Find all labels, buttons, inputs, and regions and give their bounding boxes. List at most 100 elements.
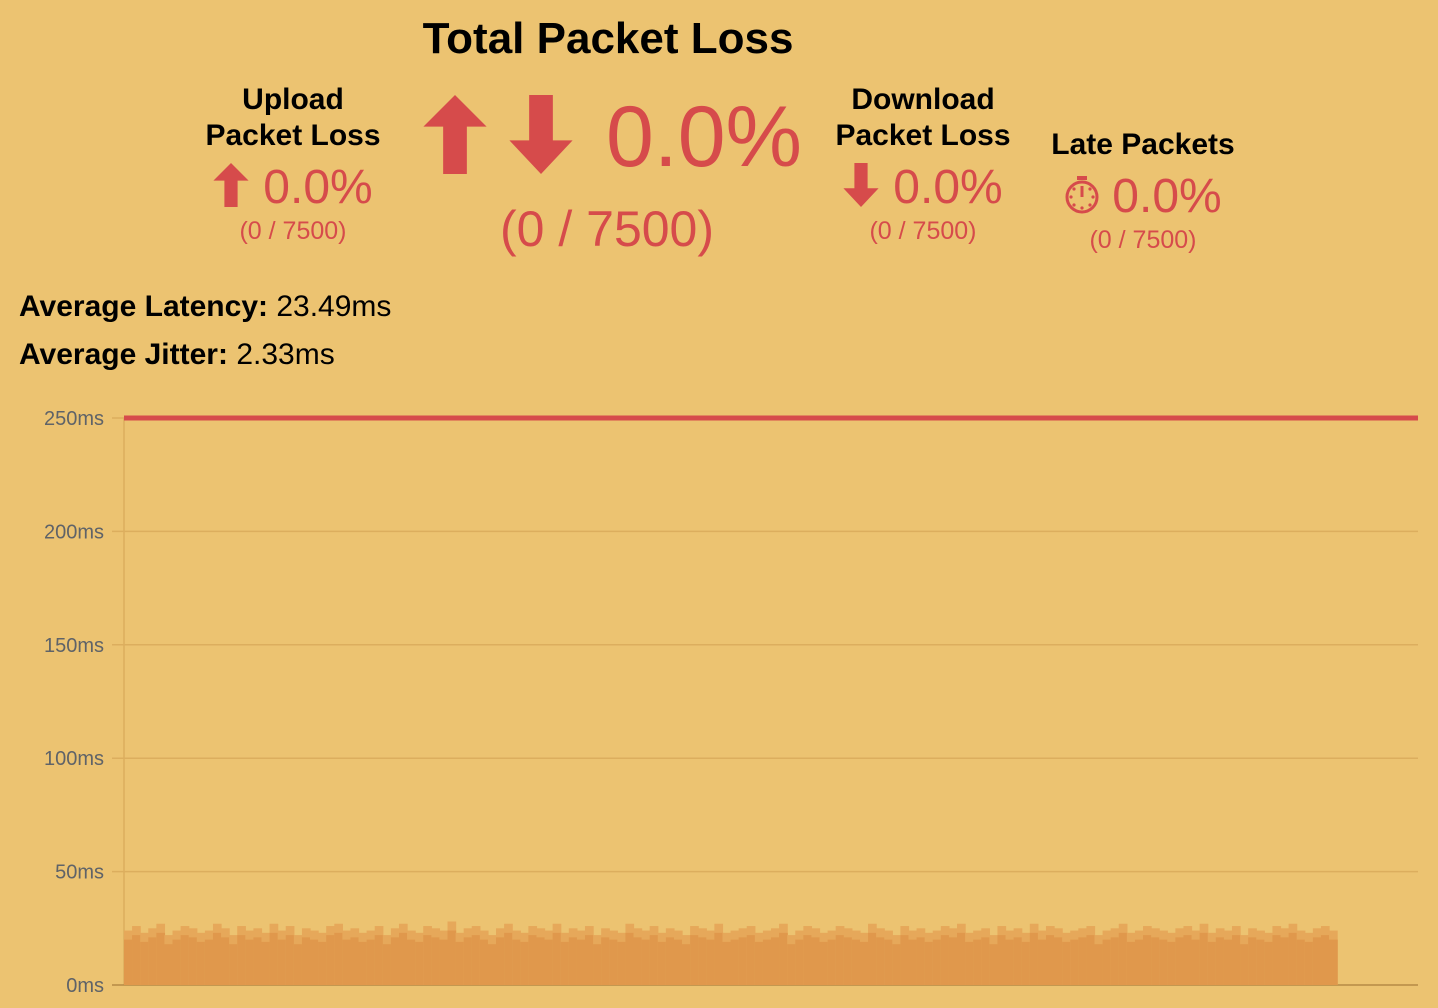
latency-sample — [568, 937, 578, 985]
latency-sample — [940, 935, 950, 985]
latency-sample — [819, 941, 829, 985]
latency-sample — [973, 939, 982, 985]
latency-sample — [835, 935, 845, 985]
latency-sample — [1045, 935, 1055, 985]
latency-sample — [496, 937, 505, 985]
latency-sample — [1199, 932, 1209, 985]
latency-sample — [552, 932, 562, 985]
download-label-2: Packet Loss — [835, 119, 1011, 152]
latency-sample — [1272, 935, 1282, 985]
upload-percent: 0.0% — [263, 161, 373, 214]
jitter-label: Average Jitter: — [19, 338, 228, 371]
latency-sample — [164, 944, 174, 985]
latency-sample — [277, 939, 287, 985]
latency-sample — [1013, 937, 1023, 985]
latency-sample — [771, 937, 780, 985]
latency-sample — [172, 939, 182, 985]
latency-sample — [407, 939, 416, 985]
latency-sample — [237, 935, 246, 985]
latency-sample — [463, 937, 473, 985]
latency-sample — [156, 932, 166, 985]
latency-sample — [601, 937, 610, 985]
latency-sample — [1070, 939, 1079, 985]
latency-sample — [245, 939, 254, 985]
latency-sample — [504, 932, 513, 985]
latency-sample — [374, 935, 384, 985]
latency-sample — [334, 932, 343, 985]
latency-sample — [997, 935, 1007, 985]
latency-sample — [957, 932, 966, 985]
latency-sample — [439, 939, 449, 985]
latency-sample — [1191, 939, 1201, 985]
latency-sample — [382, 944, 392, 985]
latency-sample — [1329, 939, 1338, 985]
latency-sample — [1134, 939, 1144, 985]
latency-sample — [1159, 939, 1168, 985]
latency-sample — [326, 935, 335, 985]
latency-sample — [916, 937, 926, 985]
latency-sample — [1207, 941, 1217, 985]
latency-sample — [1126, 941, 1136, 985]
latency-sample — [762, 939, 772, 985]
latency-sample — [1054, 937, 1063, 985]
latency-sample — [342, 939, 352, 985]
latency-sample — [528, 935, 538, 985]
latency-sample — [981, 937, 990, 985]
latency-sample — [536, 937, 546, 985]
latency-sample — [487, 944, 497, 985]
latency-sample — [746, 935, 756, 985]
latency-sample — [738, 937, 748, 985]
latency-sample — [633, 937, 643, 985]
arrow-down-icon — [509, 95, 574, 174]
latency-sample — [188, 937, 198, 985]
latency-sample — [1175, 937, 1185, 985]
latency-sample — [1312, 937, 1322, 985]
latency-sample — [196, 941, 206, 985]
download-percent: 0.0% — [893, 161, 1003, 214]
latency-sample — [140, 941, 149, 985]
total-count: (0 / 7500) — [500, 201, 715, 257]
latency-sample — [132, 935, 141, 985]
latency-sample — [698, 937, 707, 985]
latency-sample — [1151, 937, 1160, 985]
latency-sample — [932, 939, 942, 985]
latency-sample — [754, 941, 764, 985]
latency-sample — [908, 939, 918, 985]
latency-sample — [253, 937, 263, 985]
arrow-up-icon — [423, 95, 487, 174]
y-tick-label: 150ms — [44, 635, 104, 657]
latency-sample — [665, 937, 675, 985]
latency-sample — [714, 932, 724, 985]
latency-sample — [1280, 937, 1290, 985]
latency-sample — [787, 944, 796, 985]
latency-sample — [827, 939, 837, 985]
latency-sample — [617, 941, 627, 985]
latency-sample — [1264, 941, 1274, 985]
latency-sample — [318, 941, 327, 985]
download-label-1: Download — [851, 83, 995, 116]
latency-sample — [868, 932, 877, 985]
latency-sample — [989, 944, 999, 985]
latency-sample — [1320, 935, 1330, 985]
latency-sample — [884, 939, 893, 985]
y-tick-label: 50ms — [55, 862, 104, 884]
latency-sample — [366, 939, 376, 985]
latency-sample — [293, 944, 303, 985]
latency-sample — [924, 941, 934, 985]
late-count: (0 / 7500) — [1089, 226, 1197, 254]
late-packets: Late Packets 0.0% (0 / 7500) — [1033, 127, 1253, 255]
upload-label-1: Upload — [242, 83, 344, 116]
latency-sample — [148, 937, 157, 985]
latency-sample — [673, 939, 683, 985]
latency-sample — [876, 937, 885, 985]
latency-sample — [204, 939, 214, 985]
upload-label-2: Packet Loss — [205, 119, 381, 152]
latency-sample — [1110, 937, 1120, 985]
latency-sample — [1118, 932, 1128, 985]
latency-sample — [1037, 939, 1047, 985]
latency-sample — [609, 939, 618, 985]
latency-sample — [310, 939, 319, 985]
latency-sample — [859, 941, 869, 985]
latency-sample — [269, 932, 279, 985]
